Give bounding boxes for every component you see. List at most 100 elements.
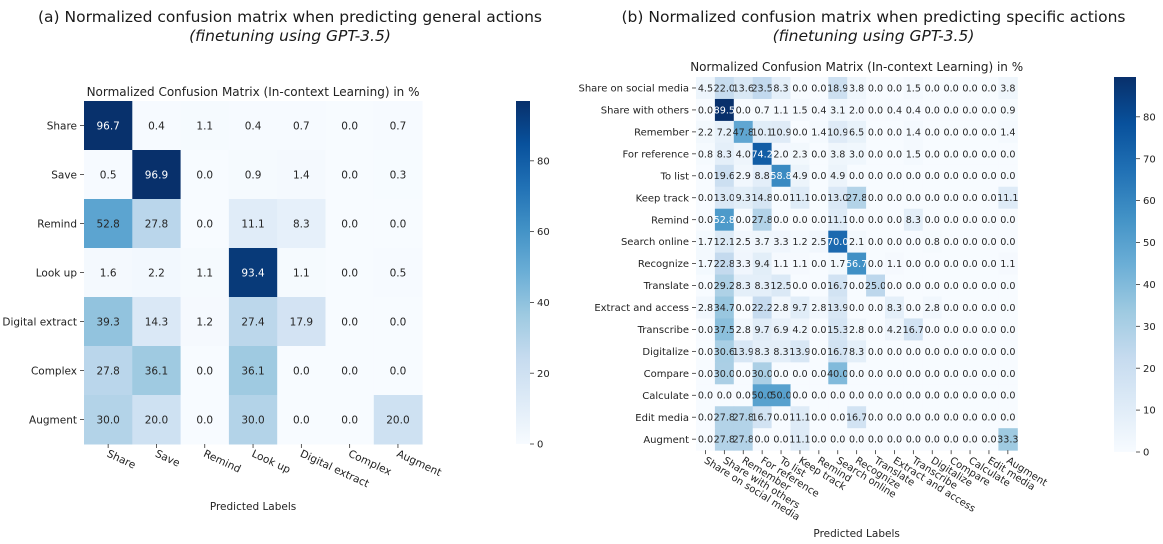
cell-value-label-b: 0.0	[925, 215, 940, 226]
cell-value-label-a: 8.3	[293, 218, 310, 230]
heatmap-cell-b	[903, 230, 924, 254]
cell-value-label-a: 0.0	[196, 218, 213, 230]
heatmap-cell-b	[960, 77, 980, 100]
heatmap-cell-b	[941, 252, 962, 276]
heatmap-cell-b	[885, 384, 905, 407]
heatmap-cell-b	[733, 406, 754, 429]
heatmap-cell-b	[941, 362, 962, 385]
heatmap-cell-b	[960, 384, 980, 407]
cell-value-label-a: 20.0	[145, 414, 168, 426]
heatmap-cell-b	[941, 296, 962, 319]
cell-value-label-b: 0.0	[925, 193, 940, 204]
cell-value-label-b: 0.0	[736, 105, 751, 116]
heatmap-cell-b	[714, 318, 735, 341]
heatmap-cell-b	[847, 428, 867, 451]
heatmap-cell-b	[752, 164, 773, 188]
heatmap-cell-b	[960, 340, 980, 363]
cell-value-label-b: 2.8	[849, 325, 864, 336]
cell-value-label-a: 1.1	[196, 267, 213, 279]
cell-value-label-b: 0.0	[981, 325, 996, 336]
heatmap-cell-a	[277, 248, 326, 298]
cell-value-label-b: 2.2	[698, 127, 713, 138]
heatmap-cell-b	[752, 142, 773, 166]
cell-value-label-b: 0.0	[906, 347, 921, 358]
cell-value-label-b: 0.0	[868, 413, 883, 424]
cell-value-label-b: 0.0	[962, 435, 977, 446]
heatmap-cell-b	[809, 230, 829, 254]
heatmap-cell-a	[228, 395, 278, 445]
heatmap-cell-b	[771, 406, 791, 429]
heatmap-cell-b	[696, 142, 716, 166]
heatmap-cell-a	[228, 101, 278, 151]
cell-value-label-b: 2.8	[736, 325, 751, 336]
cell-value-label-b: 0.0	[962, 237, 977, 248]
heatmap-cell-b	[771, 142, 791, 166]
heatmap-cell-b	[828, 142, 848, 166]
heatmap-cell-b	[979, 98, 999, 122]
heatmap-cell-b	[979, 318, 999, 341]
heatmap-cell-a	[325, 395, 375, 445]
cell-value-label-b: 0.0	[868, 83, 883, 94]
heatmap-cell-b	[847, 318, 867, 341]
cell-value-label-a: 0.5	[390, 267, 407, 279]
heatmap-cell-b	[733, 98, 754, 122]
cell-value-label-b: 0.0	[811, 347, 826, 358]
cell-value-label-b: 0.0	[906, 281, 921, 292]
cell-value-label-b: 0.0	[962, 149, 977, 160]
heatmap-cell-b	[733, 120, 754, 144]
heatmap-cell-b	[960, 296, 980, 319]
cell-value-label-b: 0.0	[981, 215, 996, 226]
heatmap-cell-b	[847, 164, 867, 188]
y-tick-label-a: Complex	[31, 365, 77, 377]
cell-value-label-b: 0.0	[1000, 413, 1015, 424]
heatmap-cell-a	[180, 297, 230, 347]
heatmap-cell-b	[903, 142, 924, 166]
heatmap-cell-b	[941, 186, 962, 210]
heatmap-cell-b	[733, 296, 754, 319]
heatmap-cell-b	[998, 142, 1018, 166]
cell-value-label-b: 0.0	[792, 281, 807, 292]
cell-value-label-b: 0.0	[925, 435, 940, 446]
heatmap-cell-a	[277, 101, 326, 151]
cell-value-label-b: 12.5	[770, 281, 791, 292]
heatmap-cell-b	[714, 406, 735, 429]
cell-value-label-b: 2.1	[849, 237, 864, 248]
cell-value-label-b: 0.0	[811, 281, 826, 292]
cell-value-label-b: 0.0	[698, 193, 713, 204]
heatmap-cell-b	[790, 296, 810, 319]
heatmap-cell-a	[325, 297, 375, 347]
cell-value-label-b: 0.0	[906, 237, 921, 248]
heatmap-cell-b	[885, 142, 905, 166]
cell-value-label-b: 0.0	[887, 281, 902, 292]
heatmap-cell-b	[922, 362, 943, 385]
cell-value-label-b: 0.0	[792, 127, 807, 138]
cell-value-label-b: 0.0	[925, 391, 940, 402]
heatmap-cell-a	[277, 395, 326, 445]
heatmap-cell-b	[922, 340, 943, 363]
cell-value-label-a: 1.1	[293, 267, 310, 279]
cell-value-label-b: 0.0	[981, 435, 996, 446]
cell-value-label-b: 2.8	[925, 303, 940, 314]
heatmap-cell-b	[771, 428, 791, 451]
heatmap-cell-b	[714, 164, 735, 188]
heatmap-cell-b	[752, 428, 773, 451]
cell-value-label-b: 2.0	[849, 105, 864, 116]
heatmap-cell-b	[922, 384, 943, 407]
heatmap-cell-b	[809, 296, 829, 319]
y-tick-label-b: Translate	[643, 281, 689, 292]
cell-value-label-b: 56.7	[846, 259, 867, 270]
cell-value-label-b: 0.0	[698, 105, 713, 116]
heatmap-cell-b	[941, 120, 962, 144]
cell-value-label-b: 0.0	[698, 369, 713, 380]
cell-value-label-b: 1.1	[773, 105, 788, 116]
cell-value-label-b: 6.9	[773, 325, 788, 336]
heatmap-cell-b	[998, 406, 1018, 429]
cell-value-label-b: 0.0	[868, 237, 883, 248]
heatmap-cell-b	[809, 340, 829, 363]
cell-value-label-b: 0.0	[887, 193, 902, 204]
cell-value-label-b: 1.4	[1000, 127, 1015, 138]
heatmap-cell-a	[228, 248, 278, 298]
heatmap-cell-a	[373, 199, 423, 249]
heatmap-cell-b	[790, 406, 810, 429]
cell-value-label-b: 0.0	[887, 83, 902, 94]
